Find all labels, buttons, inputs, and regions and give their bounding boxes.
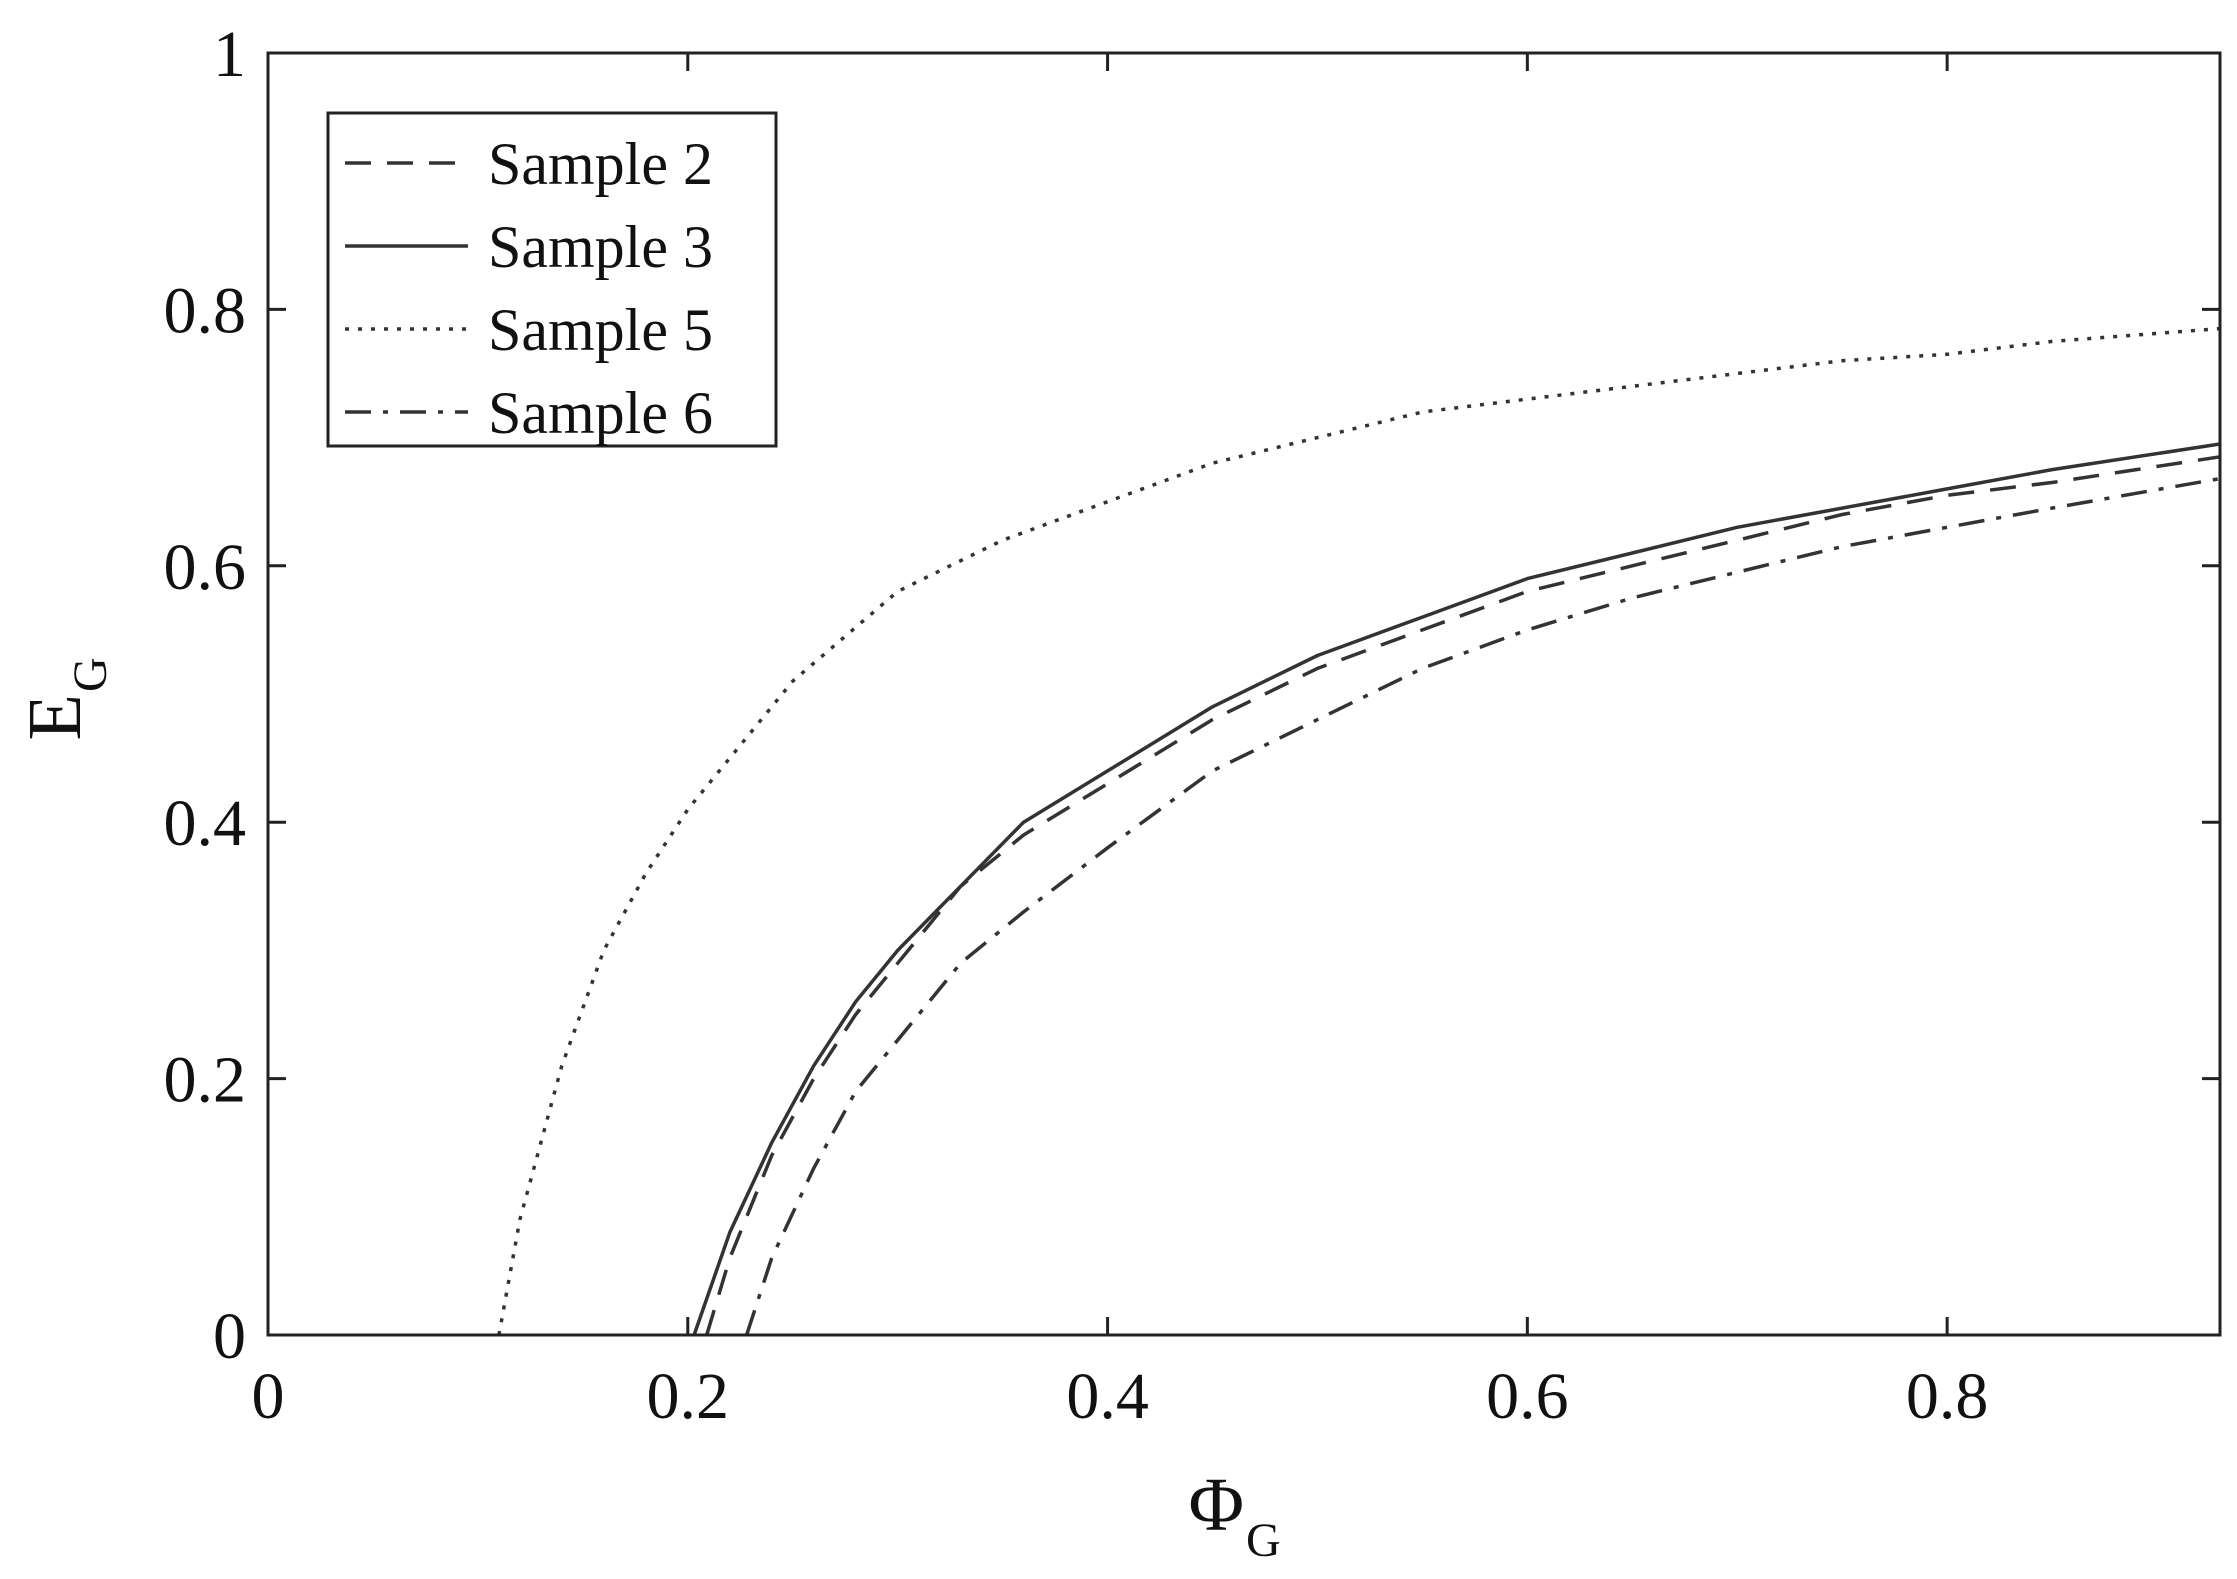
x-tick-label: 0: [252, 1360, 285, 1433]
legend-label-sample-5: Sample 5: [488, 297, 713, 363]
legend-box: [326, 111, 778, 448]
y-tick-label: 0: [213, 1300, 246, 1373]
x-axis-label: Φ: [1188, 1463, 1244, 1547]
x-tick-label: 0.4: [1066, 1360, 1149, 1433]
x-tick-label: 0.8: [1906, 1360, 1989, 1433]
series-line-sample-3: [692, 442, 2221, 1336]
y-tick-label: 0.4: [164, 787, 247, 860]
series-line-sample-2: [705, 455, 2221, 1336]
series-lines: [497, 326, 2221, 1336]
y-tick-label: 0.2: [164, 1044, 247, 1117]
y-axis-label-subscript: G: [64, 657, 117, 692]
plot-frame: [266, 51, 2222, 1337]
y-tick-label: 1: [213, 18, 246, 91]
legend-label-sample-3: Sample 3: [488, 214, 713, 280]
y-tick-label: 0.8: [164, 274, 247, 347]
y-tick-label: 0.6: [164, 531, 247, 604]
x-tick-label: 0.6: [1486, 1360, 1569, 1433]
y-tick-labels: 0 0.2 0.4 0.6 0.8 1: [164, 18, 247, 1373]
legend-label-sample-2: Sample 2: [488, 131, 713, 197]
legend: Sample 2 Sample 3 Sample 5 Sample 6: [326, 111, 778, 448]
legend-label-sample-6: Sample 6: [488, 380, 713, 446]
x-tick-labels: 0 0.2 0.4 0.6 0.8: [252, 1360, 1989, 1433]
y-axis-label: E: [13, 694, 97, 740]
x-tick-label: 0.2: [647, 1360, 730, 1433]
series-line-sample-6: [744, 476, 2221, 1336]
x-axis-label-subscript: G: [1246, 1514, 1281, 1567]
